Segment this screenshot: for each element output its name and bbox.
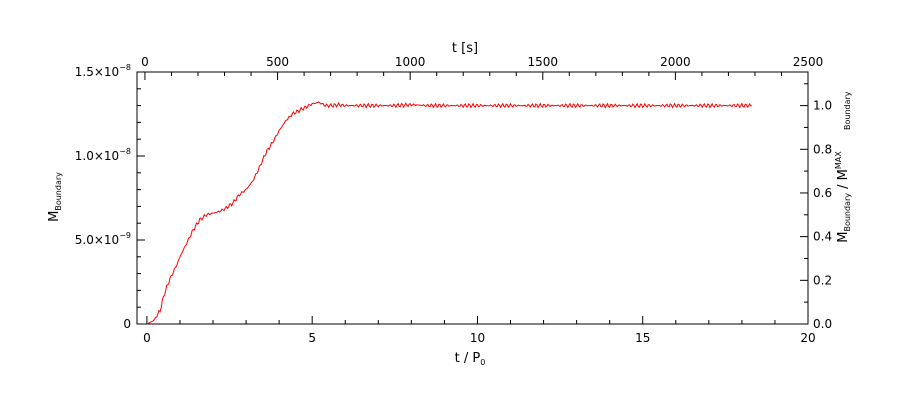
- x-bottom-tick-label: 10: [470, 331, 485, 345]
- y-axis-right-label-main2: M: [836, 169, 851, 180]
- y-left-tick-label: 0: [123, 317, 131, 331]
- y-axis-left-label-sub: Boundary: [54, 172, 63, 211]
- y-axis-right-label: MBoundary / MMAX: [834, 151, 852, 243]
- y-left-tick-label-mantissa: 5.0×10: [75, 233, 119, 247]
- y-right-tick-label: 0.8: [813, 142, 832, 156]
- y-left-tick-label-mantissa: 1.0×10: [75, 149, 119, 163]
- x-axis-top-label: t [s]: [452, 41, 478, 56]
- y-right-tick-label: 0.2: [813, 273, 832, 287]
- x-top-tick-label: 1000: [395, 55, 426, 69]
- y-left-tick-label-exponent: −8: [119, 63, 131, 72]
- y-right-tick-label: 0.0: [813, 317, 832, 331]
- y-left-tick-label: 1.5×10−8: [75, 63, 131, 79]
- axes: [136, 71, 809, 325]
- y-axis-right-label-sup2: MAX: [834, 151, 843, 169]
- x-top-tick-label: 0: [141, 55, 149, 69]
- x-bottom-tick-label: 0: [143, 331, 151, 345]
- x-top-tick-label: 2500: [793, 55, 824, 69]
- plot-frame: [136, 71, 809, 325]
- y-axis-right-label-sep: /: [836, 180, 851, 193]
- x-bottom-tick-label: 20: [800, 331, 815, 345]
- y-left-tick-label-mantissa: 0: [123, 317, 131, 331]
- x-bottom-tick-label: 15: [635, 331, 650, 345]
- y-left-tick-label-exponent: −8: [119, 147, 131, 156]
- y-axis-right-label-sub1: Boundary: [843, 193, 852, 232]
- x-bottom-tick-label: 5: [308, 331, 316, 345]
- y-axis-left-label-main: M: [47, 211, 62, 222]
- y-axis-right-label-sub2: Boundary: [843, 91, 852, 130]
- tick-marks: [137, 71, 809, 325]
- x-top-tick-label: 1500: [528, 55, 559, 69]
- y-right-tick-label: 1.0: [813, 99, 832, 113]
- x-axis-bottom-label-main: t / P: [455, 351, 481, 366]
- tick-labels: 0 5 10 15 20 0 500 1000 1500 2000 2500 0 5.0×10−9 1.0…: [75, 55, 832, 345]
- y-axis-right-label-main1: M: [836, 232, 851, 243]
- x-top-tick-label: 500: [266, 55, 289, 69]
- y-right-tick-label: 0.4: [813, 230, 832, 244]
- series-layer: [146, 101, 752, 325]
- y-left-tick-label: 1.0×10−8: [75, 147, 131, 163]
- y-right-tick-label: 0.6: [813, 186, 832, 200]
- x-axis-bottom-label-sub: 0: [480, 358, 485, 367]
- x-top-tick-label: 2000: [660, 55, 691, 69]
- series-line: [146, 101, 752, 325]
- x-axis-bottom-label: t / P0: [455, 351, 486, 367]
- y-left-tick-label-exponent: −9: [119, 231, 131, 240]
- y-left-tick-label: 5.0×10−9: [75, 231, 131, 247]
- y-left-tick-label-mantissa: 1.5×10: [75, 65, 119, 79]
- y-axis-left-label: MBoundary: [47, 172, 63, 222]
